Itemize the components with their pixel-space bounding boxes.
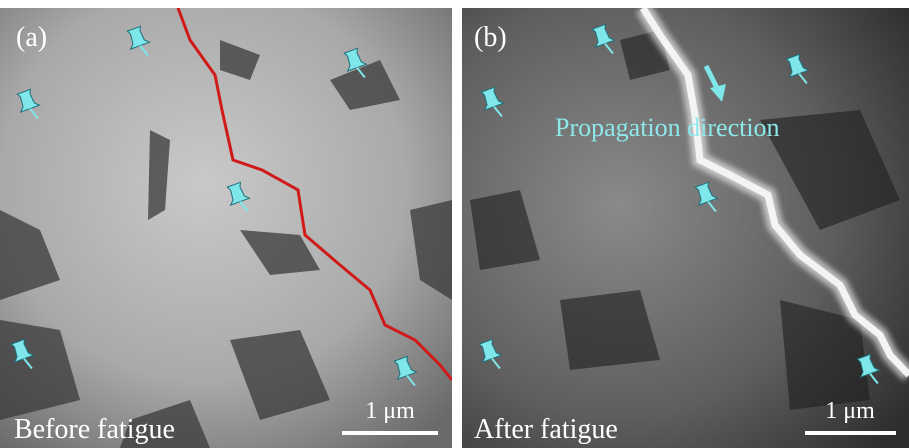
annotation: Propagation direction bbox=[555, 113, 780, 142]
scale-bar-label: 1 μm bbox=[825, 398, 875, 424]
panel-a: (a) Before fatigue 1 μm bbox=[0, 8, 452, 448]
figure: (a) Before fatigue 1 μm Propagation dire… bbox=[0, 0, 909, 448]
caption: After fatigue bbox=[474, 414, 618, 445]
panel-label: (b) bbox=[474, 22, 507, 53]
caption: Before fatigue bbox=[14, 414, 175, 445]
scale-bar-label: 1 μm bbox=[365, 398, 415, 424]
panel-b: Propagation direction (b) After fatigue … bbox=[462, 8, 909, 448]
panel-label: (a) bbox=[16, 22, 47, 53]
